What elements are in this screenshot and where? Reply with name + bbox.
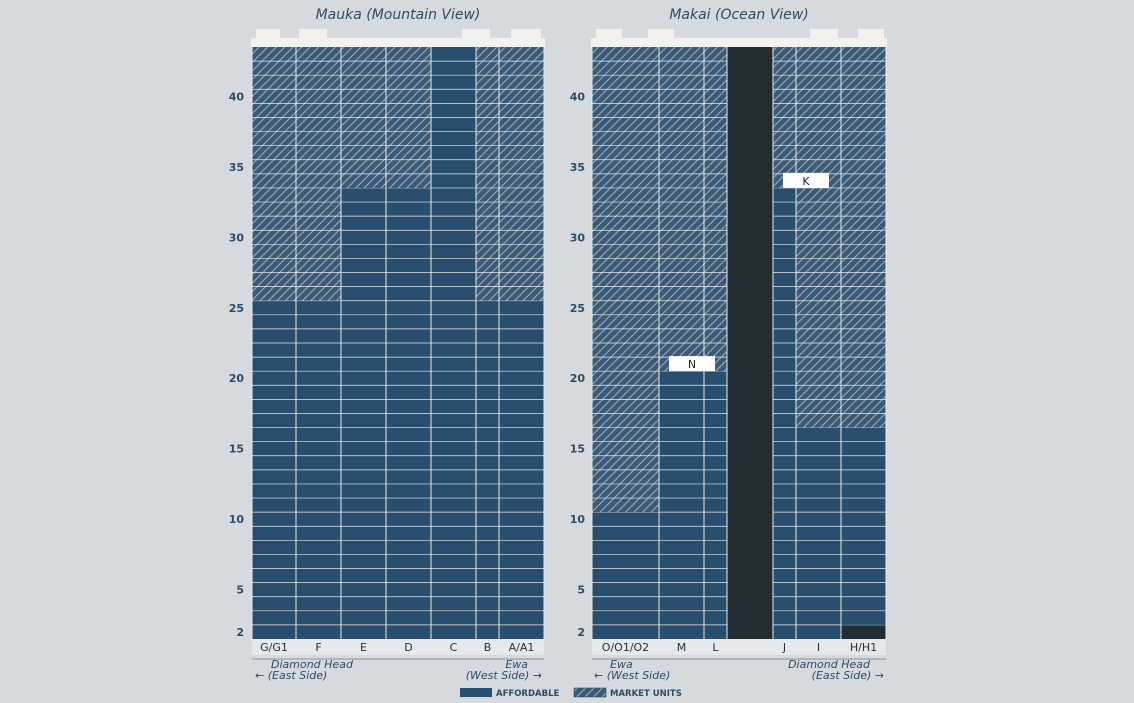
legend: AFFORDABLE MARKET UNITS xyxy=(460,687,682,699)
unit-column xyxy=(704,47,727,639)
tower-makai: Makai (Ocean View) O/O1/O2 M L J I H/H1 40 35 30 2… xyxy=(570,7,887,682)
floor-label: 25 xyxy=(570,302,585,315)
roof-block xyxy=(299,29,327,41)
legend-market-swatch xyxy=(573,687,607,698)
column-label: F xyxy=(315,641,321,654)
floor-label: 15 xyxy=(570,443,585,456)
direction-right-name: Diamond Head xyxy=(788,658,871,671)
floor-label: 2 xyxy=(577,626,585,639)
label-strip xyxy=(592,639,886,655)
direction-right-name: Ewa xyxy=(505,658,528,671)
column-label: M xyxy=(677,641,687,654)
roof-block xyxy=(511,29,541,41)
market-units-block xyxy=(841,47,886,428)
column-label: D xyxy=(404,641,412,654)
unit-column xyxy=(841,47,886,639)
direction-left-side: ← (East Side) xyxy=(255,669,327,682)
roof-parapet xyxy=(591,38,887,47)
label-strip xyxy=(252,639,544,655)
floor-label: 40 xyxy=(229,90,245,103)
unit-tag-label: N xyxy=(688,358,696,371)
roof-block xyxy=(256,29,280,41)
column-label: J xyxy=(782,641,786,654)
floor-label: 35 xyxy=(570,161,585,174)
roof-block xyxy=(858,29,884,41)
direction-right-side: (West Side) → xyxy=(466,669,542,682)
floor-label: 10 xyxy=(229,513,245,526)
column-label: A/A1 xyxy=(509,641,535,654)
floor-label: 5 xyxy=(577,584,585,597)
unit-column xyxy=(252,47,296,639)
floor-label: 5 xyxy=(236,584,244,597)
affordable-units-block xyxy=(659,371,704,639)
unit-column xyxy=(659,47,704,639)
floor-label: 10 xyxy=(570,513,586,526)
roof-parapet xyxy=(251,38,545,47)
affordable-units-block xyxy=(592,512,659,639)
column-label: O/O1/O2 xyxy=(602,641,649,654)
column-label: I xyxy=(817,641,820,654)
legend-affordable-label: AFFORDABLE xyxy=(496,689,559,699)
unit-column xyxy=(796,47,841,639)
unit-tag xyxy=(669,356,715,372)
affordable-units-block xyxy=(704,371,727,639)
unit-column xyxy=(773,47,796,639)
legend-market-label: MARKET UNITS xyxy=(610,689,682,699)
floor-label: 40 xyxy=(570,90,586,103)
unit-tag-label: K xyxy=(802,175,810,188)
roof-block xyxy=(596,29,622,41)
unit-column xyxy=(431,47,476,639)
roof-block xyxy=(810,29,838,41)
market-units-block xyxy=(704,47,727,372)
roof-block xyxy=(648,29,674,41)
column-label: C xyxy=(450,641,458,654)
tower-title: Mauka (Mountain View) xyxy=(316,7,481,23)
roof-block xyxy=(462,29,490,41)
core-units-block xyxy=(727,47,773,639)
market-units-block xyxy=(659,47,704,372)
market-units-block xyxy=(592,47,659,513)
direction-left-name: Diamond Head xyxy=(271,658,354,671)
unit-column xyxy=(386,47,431,639)
unit-column xyxy=(476,47,499,639)
column-label: L xyxy=(712,641,719,654)
direction-right-side: (East Side) → xyxy=(812,669,884,682)
tower-title: Makai (Ocean View) xyxy=(669,7,808,23)
floor-label: 15 xyxy=(229,443,244,456)
floor-label: 30 xyxy=(229,231,245,244)
core-units-block xyxy=(841,624,886,639)
affordable-units-block xyxy=(796,427,841,639)
tower-mauka: Mauka (Mountain View) G/G1 F E D C B A/A1 40 35 30… xyxy=(229,7,545,682)
unit-column xyxy=(341,47,386,639)
unit-column xyxy=(499,47,544,639)
column-label: H/H1 xyxy=(850,641,877,654)
direction-left-name: Ewa xyxy=(610,658,633,671)
legend-affordable-swatch xyxy=(460,688,492,697)
direction-left-side: ← (West Side) xyxy=(594,669,670,682)
unit-column xyxy=(727,47,773,639)
floor-label: 20 xyxy=(570,372,586,385)
unit-column xyxy=(592,47,659,639)
column-label: B xyxy=(484,641,492,654)
unit-tag xyxy=(783,172,829,188)
market-units-block xyxy=(796,47,841,428)
floor-label: 35 xyxy=(229,161,244,174)
floor-label: 30 xyxy=(570,231,586,244)
column-label: G/G1 xyxy=(260,641,288,654)
unit-column xyxy=(296,47,341,639)
column-label: E xyxy=(360,641,367,654)
floor-label: 25 xyxy=(229,302,244,315)
floor-label: 20 xyxy=(229,372,245,385)
floor-label: 2 xyxy=(236,626,244,639)
